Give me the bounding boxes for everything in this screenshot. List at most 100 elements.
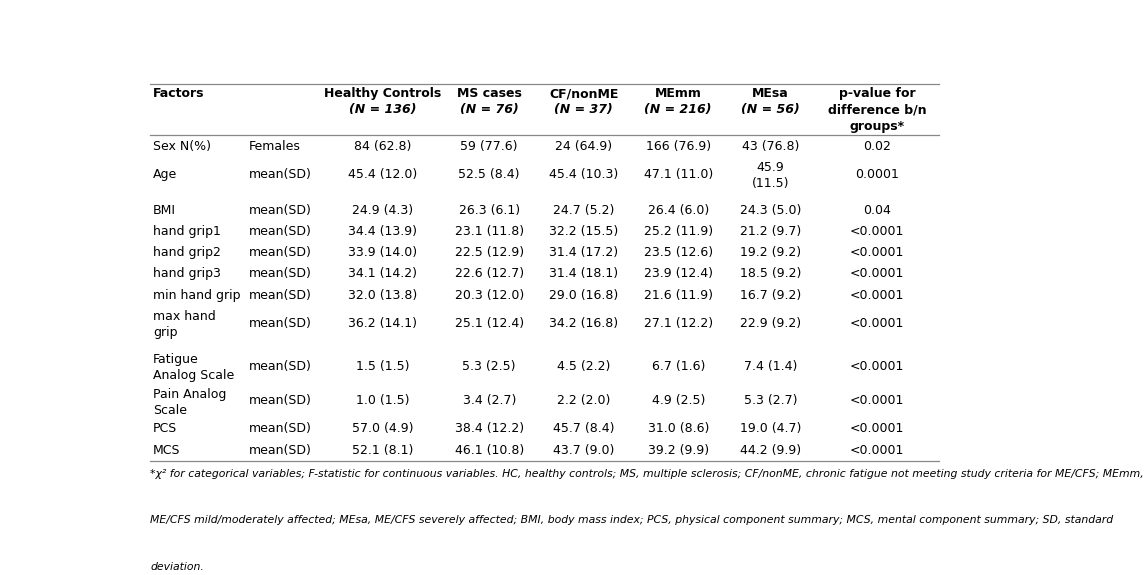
Text: 39.2 (9.9): 39.2 (9.9)	[648, 444, 709, 457]
Text: 4.9 (2.5): 4.9 (2.5)	[652, 394, 705, 408]
Text: 24.9 (4.3): 24.9 (4.3)	[353, 204, 413, 217]
Text: 52.5 (8.4): 52.5 (8.4)	[458, 167, 520, 181]
Text: 45.4 (12.0): 45.4 (12.0)	[348, 167, 417, 181]
Text: <0.0001: <0.0001	[850, 225, 905, 238]
Text: <0.0001: <0.0001	[850, 444, 905, 457]
Text: 0.04: 0.04	[863, 204, 891, 217]
Text: 22.9 (9.2): 22.9 (9.2)	[740, 317, 802, 329]
Text: Factors: Factors	[153, 87, 205, 100]
Text: 1.5 (1.5): 1.5 (1.5)	[356, 360, 410, 373]
Text: 3.4 (2.7): 3.4 (2.7)	[463, 394, 516, 408]
Text: 5.3 (2.5): 5.3 (2.5)	[463, 360, 516, 373]
Text: <0.0001: <0.0001	[850, 423, 905, 435]
Text: max hand
grip: max hand grip	[153, 310, 215, 339]
Text: mean(SD): mean(SD)	[248, 360, 311, 373]
Text: <0.0001: <0.0001	[850, 267, 905, 281]
Text: 45.7 (8.4): 45.7 (8.4)	[553, 423, 615, 435]
Text: hand grip3: hand grip3	[153, 267, 221, 281]
Text: Females: Females	[248, 140, 301, 152]
Text: 22.6 (12.7): 22.6 (12.7)	[455, 267, 523, 281]
Text: mean(SD): mean(SD)	[248, 289, 311, 302]
Text: mean(SD): mean(SD)	[248, 246, 311, 259]
Text: 43.7 (9.0): 43.7 (9.0)	[553, 444, 615, 457]
Text: 23.1 (11.8): 23.1 (11.8)	[455, 225, 523, 238]
Text: 44.2 (9.9): 44.2 (9.9)	[740, 444, 802, 457]
Text: 36.2 (14.1): 36.2 (14.1)	[348, 317, 417, 329]
Text: 0.02: 0.02	[863, 140, 891, 152]
Text: 23.9 (12.4): 23.9 (12.4)	[643, 267, 712, 281]
Text: 24.3 (5.0): 24.3 (5.0)	[740, 204, 802, 217]
Text: 4.5 (2.2): 4.5 (2.2)	[556, 360, 610, 373]
Text: hand grip2: hand grip2	[153, 246, 221, 259]
Text: 0.0001: 0.0001	[855, 167, 899, 181]
Text: hand grip1: hand grip1	[153, 225, 221, 238]
Text: 47.1 (11.0): 47.1 (11.0)	[643, 167, 713, 181]
Text: mean(SD): mean(SD)	[248, 267, 311, 281]
Text: MCS: MCS	[153, 444, 181, 457]
Text: 57.0 (4.9): 57.0 (4.9)	[352, 423, 413, 435]
Text: mean(SD): mean(SD)	[248, 204, 311, 217]
Text: 29.0 (16.8): 29.0 (16.8)	[550, 289, 618, 302]
Text: 24.7 (5.2): 24.7 (5.2)	[553, 204, 615, 217]
Text: mean(SD): mean(SD)	[248, 423, 311, 435]
Text: 26.3 (6.1): 26.3 (6.1)	[459, 204, 520, 217]
Text: 38.4 (12.2): 38.4 (12.2)	[455, 423, 523, 435]
Text: 31.4 (18.1): 31.4 (18.1)	[550, 267, 618, 281]
Text: <0.0001: <0.0001	[850, 246, 905, 259]
Text: 45.9
(11.5): 45.9 (11.5)	[752, 161, 789, 190]
Text: <0.0001: <0.0001	[850, 360, 905, 373]
Text: groups*: groups*	[850, 120, 905, 133]
Text: (N = 76): (N = 76)	[460, 104, 519, 117]
Text: mean(SD): mean(SD)	[248, 167, 311, 181]
Text: deviation.: deviation.	[150, 562, 204, 572]
Text: (N = 136): (N = 136)	[349, 104, 417, 117]
Text: MS cases: MS cases	[457, 87, 522, 100]
Text: 31.4 (17.2): 31.4 (17.2)	[550, 246, 618, 259]
Text: Fatigue
Analog Scale: Fatigue Analog Scale	[153, 353, 234, 382]
Text: Age: Age	[153, 167, 177, 181]
Text: 26.4 (6.0): 26.4 (6.0)	[648, 204, 709, 217]
Text: 5.3 (2.7): 5.3 (2.7)	[744, 394, 797, 408]
Text: PCS: PCS	[153, 423, 177, 435]
Text: 21.2 (9.7): 21.2 (9.7)	[740, 225, 802, 238]
Text: 45.4 (10.3): 45.4 (10.3)	[550, 167, 618, 181]
Text: 25.2 (11.9): 25.2 (11.9)	[643, 225, 713, 238]
Text: 23.5 (12.6): 23.5 (12.6)	[643, 246, 713, 259]
Text: mean(SD): mean(SD)	[248, 317, 311, 329]
Text: 43 (76.8): 43 (76.8)	[742, 140, 799, 152]
Text: 166 (76.9): 166 (76.9)	[646, 140, 711, 152]
Text: 7.4 (1.4): 7.4 (1.4)	[744, 360, 797, 373]
Text: 21.6 (11.9): 21.6 (11.9)	[643, 289, 712, 302]
Text: mean(SD): mean(SD)	[248, 225, 311, 238]
Text: MEsa: MEsa	[752, 87, 789, 100]
Text: Sex N(%): Sex N(%)	[153, 140, 211, 152]
Text: 34.4 (13.9): 34.4 (13.9)	[348, 225, 417, 238]
Text: 84 (62.8): 84 (62.8)	[354, 140, 411, 152]
Text: 59 (77.6): 59 (77.6)	[460, 140, 518, 152]
Text: 25.1 (12.4): 25.1 (12.4)	[455, 317, 523, 329]
Text: ME/CFS mild/moderately affected; MEsa, ME/CFS severely affected; BMI, body mass : ME/CFS mild/moderately affected; MEsa, M…	[150, 515, 1113, 526]
Text: 2.2 (2.0): 2.2 (2.0)	[556, 394, 610, 408]
Text: 32.2 (15.5): 32.2 (15.5)	[550, 225, 618, 238]
Text: 20.3 (12.0): 20.3 (12.0)	[455, 289, 523, 302]
Text: 34.2 (16.8): 34.2 (16.8)	[550, 317, 618, 329]
Text: p-value for: p-value for	[838, 87, 915, 100]
Text: 52.1 (8.1): 52.1 (8.1)	[352, 444, 413, 457]
Text: 33.9 (14.0): 33.9 (14.0)	[348, 246, 417, 259]
Text: MEmm: MEmm	[655, 87, 702, 100]
Text: min hand grip: min hand grip	[153, 289, 240, 302]
Text: <0.0001: <0.0001	[850, 317, 905, 329]
Text: Pain Analog
Scale: Pain Analog Scale	[153, 388, 227, 417]
Text: 18.5 (9.2): 18.5 (9.2)	[740, 267, 802, 281]
Text: 6.7 (1.6): 6.7 (1.6)	[652, 360, 705, 373]
Text: 22.5 (12.9): 22.5 (12.9)	[455, 246, 523, 259]
Text: CF/nonME: CF/nonME	[548, 87, 618, 100]
Text: 27.1 (12.2): 27.1 (12.2)	[643, 317, 713, 329]
Text: (N = 37): (N = 37)	[554, 104, 613, 117]
Text: 19.2 (9.2): 19.2 (9.2)	[740, 246, 802, 259]
Text: mean(SD): mean(SD)	[248, 444, 311, 457]
Text: *χ² for categorical variables; F-statistic for continuous variables. HC, healthy: *χ² for categorical variables; F-statist…	[150, 469, 1144, 479]
Text: <0.0001: <0.0001	[850, 394, 905, 408]
Text: 32.0 (13.8): 32.0 (13.8)	[348, 289, 417, 302]
Text: <0.0001: <0.0001	[850, 289, 905, 302]
